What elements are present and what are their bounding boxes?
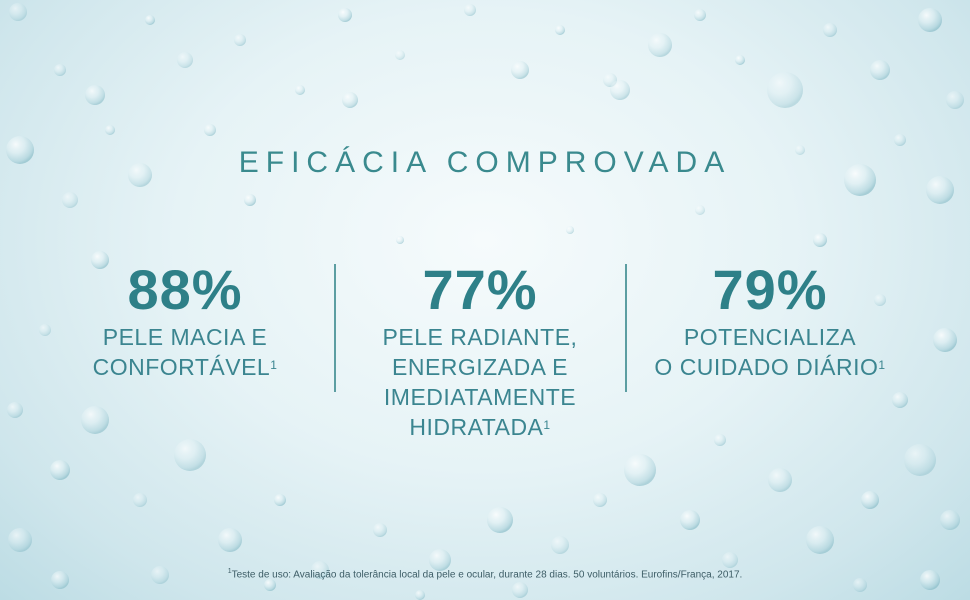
bubble <box>714 434 726 446</box>
footnote-mark: 1 <box>270 358 278 372</box>
bubble <box>373 523 387 537</box>
bubble <box>151 566 169 584</box>
bubble <box>128 163 152 187</box>
bubble <box>551 536 569 554</box>
stat-radiant-skin: 77% PELE RADIANTE, ENERGIZADA E IMEDIATA… <box>365 258 595 442</box>
bubble <box>610 80 630 100</box>
footnote-text: Teste de uso: Avaliação da tolerância lo… <box>231 569 743 581</box>
bubble <box>6 136 34 164</box>
page-title: EFICÁCIA COMPROVADA <box>238 146 732 179</box>
bubble <box>342 92 358 108</box>
bubble <box>555 25 565 35</box>
stat-daily-care: 79% POTENCIALIZA O CUIDADO DIÁRIO1 <box>640 258 900 382</box>
bubble <box>861 491 879 509</box>
bubble <box>853 578 867 592</box>
bubble <box>395 50 405 60</box>
bubble <box>234 34 246 46</box>
bubble <box>50 460 70 480</box>
bubble <box>795 145 805 155</box>
stat-description: PELE RADIANTE, ENERGIZADA E IMEDIATAMENT… <box>365 322 595 442</box>
bubble <box>904 444 936 476</box>
bubble <box>396 236 404 244</box>
stat-description-text: POTENCIALIZA O CUIDADO DIÁRIO <box>654 324 879 380</box>
bubble <box>593 493 607 507</box>
bubble <box>464 4 476 16</box>
bubble <box>624 454 656 486</box>
bubble <box>648 33 672 57</box>
bubble <box>926 176 954 204</box>
footnote-mark: 1 <box>227 568 232 575</box>
bubble <box>892 392 908 408</box>
bubble <box>874 294 886 306</box>
stat-description-text: PELE MACIA E CONFORTÁVEL <box>92 324 271 380</box>
bubble <box>566 226 574 234</box>
divider <box>625 264 627 392</box>
bubble <box>7 402 23 418</box>
stat-description-text: PELE RADIANTE, ENERGIZADA E IMEDIATAMENT… <box>382 324 578 440</box>
bubble <box>105 125 115 135</box>
bubble <box>85 85 105 105</box>
bubble <box>429 549 451 571</box>
bubble <box>806 526 834 554</box>
bubble <box>767 72 803 108</box>
stat-value: 88% <box>127 258 243 321</box>
bubble <box>177 52 193 68</box>
bubble <box>174 439 206 471</box>
bubble <box>204 124 216 136</box>
bubble <box>133 493 147 507</box>
footnote: 1Teste de uso: Avaliação da tolerância l… <box>0 568 970 580</box>
bubble <box>51 571 69 589</box>
divider <box>334 264 336 392</box>
bubble <box>933 328 957 352</box>
bubble <box>145 15 155 25</box>
bubble <box>844 164 876 196</box>
footnote-mark: 1 <box>878 358 886 372</box>
bubble <box>813 233 827 247</box>
bubble <box>940 510 960 530</box>
bubble <box>918 8 942 32</box>
bubble <box>870 60 890 80</box>
bubble <box>722 552 738 568</box>
bubble <box>244 194 256 206</box>
stat-value: 79% <box>712 258 828 321</box>
bubble <box>62 192 78 208</box>
bubble <box>295 85 305 95</box>
bubble <box>264 579 276 591</box>
stat-value: 77% <box>422 258 538 321</box>
bubble <box>920 570 940 590</box>
bubble <box>218 528 242 552</box>
bubble <box>311 561 329 579</box>
bubble <box>338 8 352 22</box>
bubble <box>487 507 513 533</box>
bubble <box>768 468 792 492</box>
bubble <box>9 3 27 21</box>
bubble <box>694 9 706 21</box>
bubble <box>695 205 705 215</box>
bubble <box>735 55 745 65</box>
bubble <box>39 324 51 336</box>
bubble <box>415 590 425 600</box>
bubble <box>823 23 837 37</box>
stat-description: PELE MACIA E CONFORTÁVEL1 <box>70 322 300 382</box>
stat-description: POTENCIALIZA O CUIDADO DIÁRIO1 <box>640 322 900 382</box>
bubble <box>512 582 528 598</box>
bubble <box>680 510 700 530</box>
bubble <box>91 251 109 269</box>
bubble <box>274 494 286 506</box>
bubble <box>81 406 109 434</box>
bubble <box>8 528 32 552</box>
bubble <box>54 64 66 76</box>
footnote-mark: 1 <box>543 418 551 432</box>
bubble <box>511 61 529 79</box>
bubble <box>894 134 906 146</box>
stat-soft-skin: 88% PELE MACIA E CONFORTÁVEL1 <box>70 258 300 382</box>
bubble <box>946 91 964 109</box>
